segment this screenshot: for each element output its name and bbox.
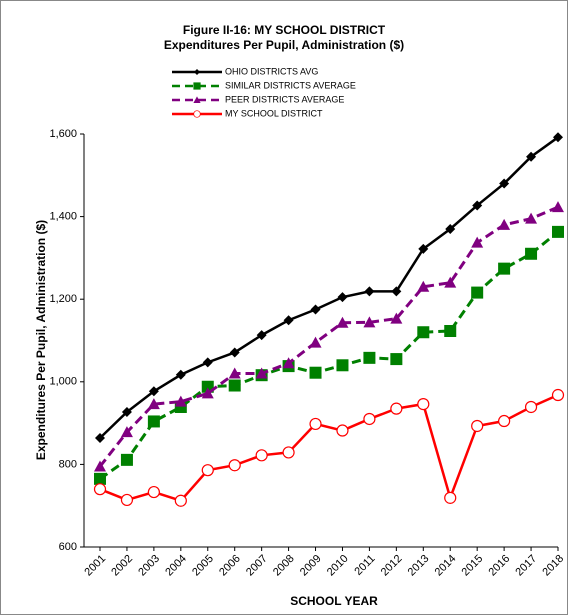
marker bbox=[525, 247, 538, 260]
marker bbox=[256, 330, 267, 341]
marker bbox=[417, 398, 430, 411]
marker bbox=[444, 325, 457, 338]
marker bbox=[363, 316, 376, 328]
marker bbox=[309, 366, 322, 379]
marker bbox=[390, 402, 403, 415]
marker bbox=[147, 415, 160, 428]
marker bbox=[553, 132, 563, 143]
marker bbox=[552, 225, 564, 238]
legend: OHIO DISTRICTS AVG SIMILAR DISTRICTS AVER… bbox=[172, 66, 356, 118]
marker bbox=[364, 286, 375, 297]
series-line bbox=[98, 205, 559, 468]
marker bbox=[391, 286, 402, 297]
marker bbox=[445, 223, 456, 234]
marker bbox=[120, 426, 133, 438]
legend-label: OHIO DISTRICTS AVG bbox=[225, 66, 318, 76]
legend-label: MY SCHOOL DISTRICT bbox=[225, 108, 323, 118]
y-tick-label: 1,000 bbox=[49, 376, 77, 388]
marker bbox=[336, 316, 349, 328]
marker bbox=[228, 459, 241, 472]
marker bbox=[148, 386, 159, 397]
marker bbox=[201, 464, 214, 477]
marker bbox=[471, 286, 484, 299]
marker bbox=[95, 432, 105, 443]
marker bbox=[363, 412, 376, 426]
y-tick-label: 1,200 bbox=[49, 293, 77, 305]
marker bbox=[229, 347, 240, 358]
y-axis-title: Expenditures Per Pupil, Administration (… bbox=[34, 220, 48, 460]
y-tick-label: 1,600 bbox=[49, 128, 77, 140]
marker bbox=[471, 419, 484, 433]
marker bbox=[174, 395, 187, 407]
marker bbox=[390, 353, 403, 366]
marker bbox=[418, 243, 429, 254]
marker bbox=[524, 400, 538, 414]
marker bbox=[282, 357, 295, 369]
marker bbox=[309, 336, 322, 348]
marker bbox=[201, 387, 214, 399]
marker bbox=[417, 280, 430, 292]
marker bbox=[337, 292, 348, 303]
marker bbox=[309, 417, 322, 431]
legend-marker bbox=[193, 82, 201, 90]
marker bbox=[255, 367, 268, 379]
marker bbox=[551, 388, 565, 402]
marker bbox=[444, 491, 457, 504]
marker bbox=[228, 379, 241, 392]
marker bbox=[94, 460, 106, 472]
legend-marker bbox=[193, 110, 201, 118]
marker bbox=[228, 367, 241, 379]
legend-marker bbox=[193, 96, 201, 103]
marker bbox=[498, 262, 511, 275]
legend-label: PEER DISTRICTS AVERAGE bbox=[225, 94, 344, 104]
marker bbox=[120, 493, 134, 507]
legend-label: SIMILAR DISTRICTS AVERAGE bbox=[225, 80, 356, 90]
marker bbox=[121, 406, 132, 417]
legend-marker bbox=[194, 69, 200, 75]
y-tick-label: 800 bbox=[59, 458, 77, 470]
marker bbox=[552, 201, 564, 213]
chart-subtitle: Expenditures Per Pupil, Administration (… bbox=[164, 38, 404, 52]
marker bbox=[175, 369, 186, 380]
marker bbox=[336, 424, 349, 437]
marker bbox=[310, 304, 321, 315]
marker bbox=[202, 357, 213, 368]
marker bbox=[147, 398, 160, 410]
marker bbox=[390, 312, 403, 324]
marker bbox=[498, 414, 511, 428]
x-axis-title: SCHOOL YEAR bbox=[290, 594, 378, 608]
chart-title: Figure II-16: MY SCHOOL DISTRICT bbox=[183, 23, 386, 37]
y-tick-label: 600 bbox=[59, 541, 77, 553]
marker bbox=[363, 351, 376, 364]
marker bbox=[283, 315, 294, 326]
marker bbox=[174, 494, 187, 507]
marker bbox=[471, 236, 484, 248]
marker bbox=[472, 200, 483, 211]
marker bbox=[120, 453, 133, 466]
marker bbox=[499, 178, 510, 189]
marker bbox=[444, 276, 457, 288]
marker bbox=[526, 151, 537, 162]
marker bbox=[93, 483, 107, 496]
marker bbox=[255, 449, 268, 462]
series-line bbox=[99, 136, 559, 439]
marker bbox=[525, 212, 538, 224]
marker bbox=[336, 359, 349, 372]
marker bbox=[498, 218, 511, 230]
marker bbox=[147, 485, 160, 499]
marker bbox=[94, 472, 106, 485]
marker bbox=[282, 446, 295, 459]
marker bbox=[417, 326, 430, 339]
y-tick-label: 1,400 bbox=[49, 211, 77, 223]
